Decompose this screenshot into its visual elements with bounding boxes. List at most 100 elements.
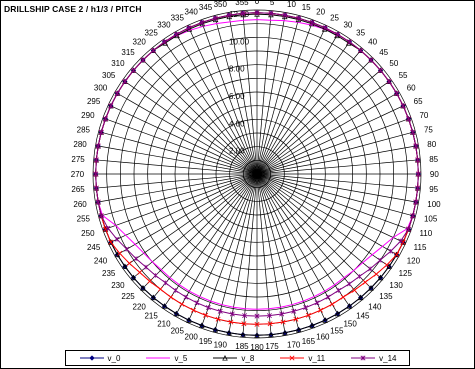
series-point-v_14	[388, 248, 394, 254]
angle-tick-label: 265	[71, 185, 85, 194]
legend-item-v_8: v_8	[212, 354, 254, 363]
series-point-v_14	[93, 171, 99, 177]
series-point-v_14	[314, 300, 320, 306]
series-point-v_14	[322, 25, 328, 31]
grid-spoke	[174, 31, 258, 175]
angle-tick-label: 240	[94, 256, 108, 265]
angle-tick-label: 290	[81, 111, 95, 120]
angle-tick-label: 350	[214, 0, 228, 9]
series-point-v_11	[157, 286, 163, 292]
angle-tick-label: 120	[407, 256, 421, 265]
series-point-v_14	[254, 313, 260, 319]
grid-spoke	[187, 25, 258, 175]
series-point-v_14	[194, 300, 200, 306]
angle-tick-label: 95	[429, 185, 438, 194]
series-point-v_11	[215, 316, 221, 322]
angle-tick-label: 140	[368, 302, 382, 311]
grid-spoke	[256, 104, 406, 175]
angle-tick-label: 280	[73, 140, 87, 149]
angle-tick-label: 190	[214, 340, 228, 349]
series-point-v_14	[93, 157, 99, 163]
legend-label: v_8	[241, 353, 255, 363]
grid-spoke	[174, 173, 258, 317]
series-point-v_14	[133, 256, 139, 262]
series-point-v_14	[415, 171, 421, 177]
grid-spoke	[256, 31, 340, 175]
chart-title: DRILLSHIP CASE 2 / h1/3 / PITCH	[4, 4, 142, 14]
grid-spoke	[256, 173, 340, 317]
angle-tick-label: 300	[94, 84, 108, 93]
grid-spoke	[140, 173, 258, 291]
series-point-v_8	[130, 67, 137, 73]
series-point-v_14	[410, 129, 416, 135]
angle-tick-label: 30	[343, 20, 352, 29]
series-point-v_11	[102, 226, 108, 232]
angle-tick-label: 225	[121, 292, 135, 301]
series-point-v_14	[303, 305, 309, 311]
series-point-v_14	[268, 10, 274, 16]
angle-tick-label: 165	[302, 337, 316, 346]
legend-swatch	[213, 355, 238, 361]
grid-spoke	[151, 173, 258, 300]
series-point-v_8	[173, 310, 180, 317]
angle-tick-label: 155	[330, 327, 344, 336]
series-point-v_8	[346, 303, 353, 309]
grid-spoke	[93, 173, 258, 189]
angle-tick-label: 340	[185, 8, 199, 17]
series-point-v_8	[102, 115, 109, 122]
angle-tick-label: 45	[379, 48, 388, 57]
series-point-v_8	[400, 102, 406, 109]
series-point-v_14	[415, 157, 421, 163]
series-point-v_11	[241, 321, 247, 327]
angle-tick-label: 5	[270, 0, 275, 7]
series-point-v_8	[357, 47, 364, 54]
series-point-v_11	[228, 319, 234, 325]
series-point-v_8	[334, 310, 341, 317]
grid-spoke	[162, 173, 258, 309]
series-point-v_14	[93, 185, 99, 191]
grid-spoke	[256, 117, 412, 175]
angle-tick-label: 90	[430, 170, 439, 179]
series-point-v_14	[413, 143, 419, 149]
legend-item-v_11: v_11	[279, 354, 325, 363]
angle-tick-label: 195	[199, 337, 213, 346]
series-point-v_11	[400, 239, 406, 245]
series-point-v_14	[406, 226, 412, 232]
series-point-v_8	[254, 332, 260, 338]
grid-spoke	[256, 173, 419, 203]
grid-spoke	[256, 48, 363, 175]
grid-spoke	[200, 173, 258, 329]
angle-tick-label: 160	[316, 332, 330, 341]
series-point-v_14	[108, 103, 114, 109]
series-point-v_11	[254, 321, 260, 327]
radial-tick-label: 10.00	[229, 37, 250, 46]
grid-spoke	[200, 19, 258, 175]
series-point-v_14	[98, 129, 104, 135]
angle-tick-label: 175	[265, 342, 279, 351]
series-point-v_11	[305, 312, 311, 318]
series-point-v_14	[386, 79, 392, 84]
grid-spoke	[256, 57, 374, 175]
series-point-v_8	[98, 212, 104, 219]
angle-tick-label: 285	[77, 125, 91, 134]
angle-tick-label: 355	[235, 0, 249, 7]
series-point-v_14	[347, 39, 352, 45]
angle-tick-label: 60	[407, 84, 416, 93]
angle-tick-label: 130	[389, 281, 403, 290]
legend-swatch	[146, 357, 171, 359]
grid-spoke	[122, 79, 258, 175]
angle-tick-label: 20	[316, 8, 325, 17]
grid-spoke	[256, 173, 392, 269]
legend-label: v_11	[308, 353, 326, 363]
angle-tick-label: 330	[157, 20, 171, 29]
series-point-v_14	[183, 294, 189, 300]
series-point-v_8	[150, 47, 157, 54]
series-point-v_14	[105, 225, 111, 231]
series-point-v_14	[406, 116, 412, 122]
grid-spoke	[131, 68, 258, 175]
grid-spoke	[95, 173, 258, 203]
series-point-v_8	[357, 294, 364, 301]
series-point-v_14	[240, 10, 246, 16]
series-point-v_14	[356, 273, 362, 279]
